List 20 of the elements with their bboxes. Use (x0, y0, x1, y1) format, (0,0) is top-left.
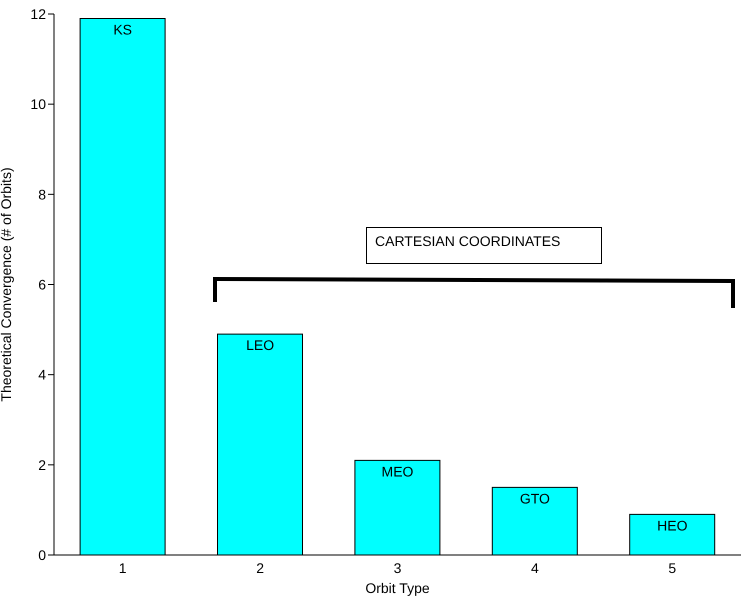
annotation: HEO (657, 517, 688, 534)
annotation: KS (113, 21, 132, 38)
x-tick-label: 3 (394, 560, 402, 576)
x-tick-label: 4 (531, 560, 539, 576)
annotation: GTO (520, 490, 550, 506)
y-tick-label: 12 (30, 6, 46, 22)
annotation: MEO (382, 463, 414, 480)
y-tick-label: 10 (30, 96, 46, 112)
x-tick-label: 5 (668, 560, 676, 576)
y-tick-label: 0 (38, 546, 46, 563)
x-axis-title: Orbit Type (365, 580, 430, 596)
y-tick-label: 8 (38, 186, 46, 202)
annotation: CARTESIAN COORDINATES (366, 227, 602, 264)
annotation: LEO (246, 337, 274, 354)
y-tick-label: 4 (38, 366, 46, 383)
y-tick-label: 6 (38, 276, 46, 292)
x-tick-label: 1 (118, 560, 127, 576)
y-tick-label: 2 (38, 456, 46, 473)
y-axis-title: Theoretical Convergence (# of Orbits) (0, 167, 14, 402)
x-tick-label: 2 (256, 560, 264, 576)
